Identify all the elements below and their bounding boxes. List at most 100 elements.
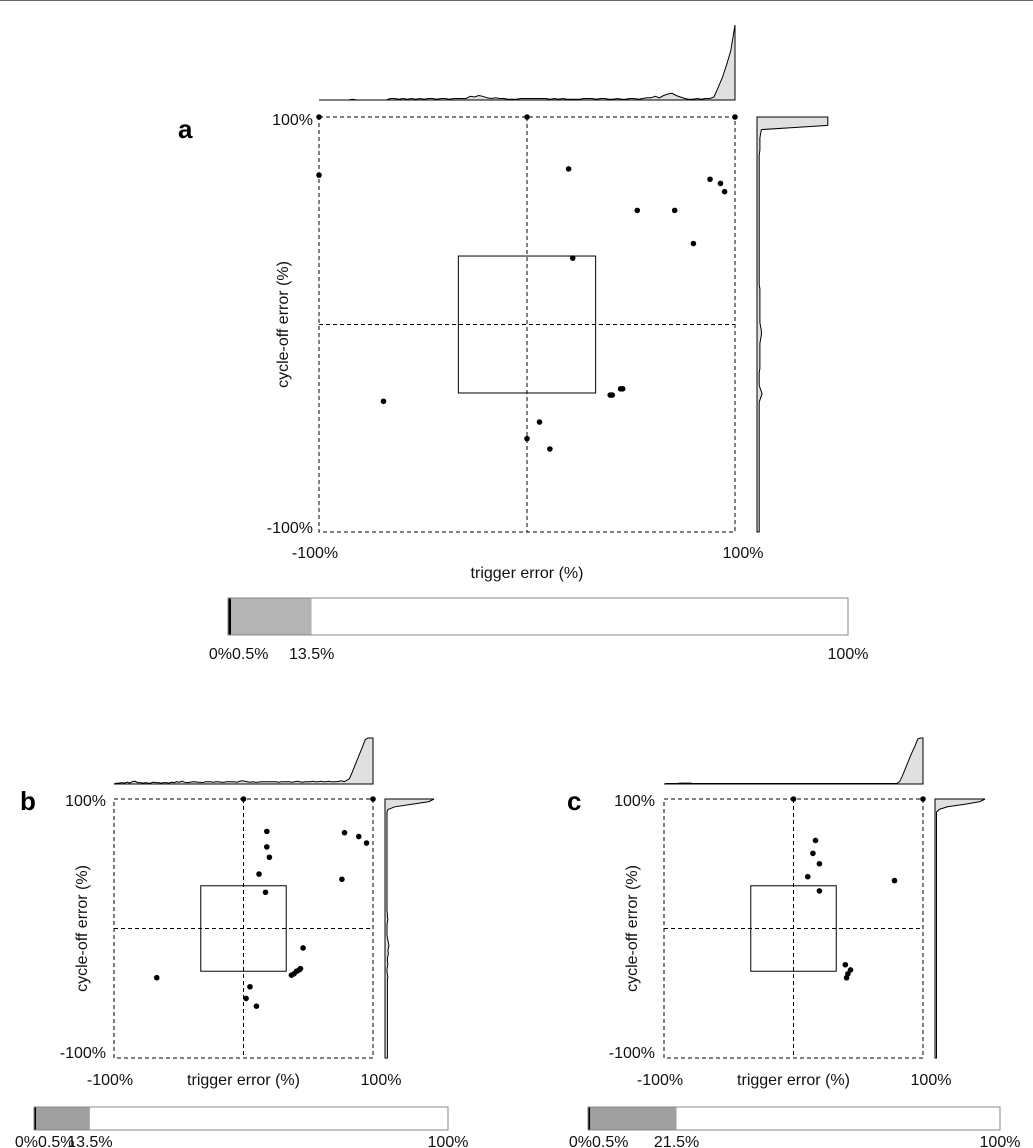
data-point — [355, 833, 362, 840]
data-point — [634, 207, 641, 214]
x-tick-label-right: 100% — [361, 1072, 402, 1089]
data-point — [243, 995, 249, 1002]
data-point — [266, 854, 273, 861]
data-point — [790, 796, 797, 802]
summary-bar-outline — [587, 1106, 1001, 1131]
data-point — [619, 386, 626, 392]
summary-bar-tick-label: 13.5% — [67, 1134, 112, 1148]
y-tick-label-top: 100% — [65, 793, 106, 810]
summary-bar-tick-label: 21.5% — [654, 1134, 699, 1148]
summary-bar-outline — [33, 1106, 449, 1131]
x-tick-label-left: -100% — [292, 545, 338, 562]
panel-letter: b — [20, 786, 36, 816]
data-point — [153, 974, 160, 981]
data-point — [707, 176, 713, 183]
data-point — [264, 844, 270, 850]
summary-bar-tick-label: 0% — [569, 1134, 592, 1148]
summary-bar-tick-label: 0% — [209, 646, 232, 663]
data-point — [547, 446, 553, 452]
summary-bar-segment — [590, 1107, 677, 1130]
data-point — [341, 829, 348, 836]
x-tick-label-right: 100% — [911, 1072, 952, 1089]
panel-a: a 100% -100% -100% 100% trigger error (%) cycl… — [178, 24, 869, 663]
summary-bar-segment — [36, 1107, 90, 1130]
summary-bar-tick-label: 100% — [828, 646, 869, 663]
y-axis-label: cycle-off error (%) — [74, 865, 91, 992]
y-axis-label: cycle-off error (%) — [275, 261, 292, 388]
data-point — [300, 945, 306, 951]
data-point — [690, 240, 697, 247]
summary-bar-tick-label: 0.5% — [232, 646, 268, 663]
summary-bar-tick-label: 0.5% — [592, 1134, 628, 1148]
summary-bar-segment — [588, 1107, 591, 1130]
data-point — [264, 828, 270, 835]
data-point — [565, 166, 572, 172]
data-point — [810, 850, 816, 857]
summary-bar-tick-label: 100% — [428, 1134, 469, 1148]
y-tick-label-top: 100% — [272, 112, 313, 129]
right-marginal-density — [756, 116, 829, 533]
summary-bar-segment — [228, 598, 232, 635]
right-marginal-density — [934, 798, 986, 1059]
data-point — [816, 860, 823, 867]
data-point — [363, 840, 370, 846]
summary-bar-outline — [227, 597, 849, 636]
data-point — [253, 1003, 260, 1009]
data-point — [262, 889, 269, 896]
tolerance-box — [457, 255, 597, 394]
y-tick-label-bottom: -100% — [60, 1045, 106, 1062]
data-point — [609, 392, 616, 398]
panel-letter: c — [567, 786, 581, 816]
tolerance-box — [200, 885, 287, 972]
data-point — [812, 837, 819, 844]
data-point — [536, 419, 543, 425]
x-axis-label: trigger error (%) — [471, 565, 584, 582]
summary-bar-tick-label: 13.5% — [289, 646, 334, 663]
panel-c: c 100% -100% -100% 100% trigger error (%) cycl… — [567, 737, 1021, 1148]
summary-bar-tick-label: 0.5% — [38, 1134, 74, 1148]
data-point — [842, 961, 849, 968]
panel-b: b 100% -100% -100% 100% trigger error (%) cycl… — [15, 737, 469, 1148]
y-tick-label-top: 100% — [614, 793, 655, 810]
x-tick-label-left: -100% — [637, 1072, 683, 1089]
summary-bar-tick-label: 100% — [980, 1134, 1021, 1148]
data-point — [247, 983, 253, 990]
data-point — [316, 172, 322, 178]
data-point — [288, 972, 295, 978]
x-axis-label: trigger error (%) — [737, 1072, 850, 1089]
data-point — [524, 435, 530, 442]
panel-letter: a — [178, 114, 193, 144]
data-point — [804, 873, 811, 880]
data-point — [721, 188, 728, 195]
top-rule — [0, 0, 1033, 1]
data-point — [891, 877, 898, 884]
top-marginal-density — [663, 737, 924, 785]
data-point — [671, 207, 678, 214]
data-point — [240, 796, 247, 802]
data-point — [316, 114, 322, 120]
y-tick-label-bottom: -100% — [609, 1045, 655, 1062]
data-point — [256, 871, 262, 877]
data-point — [920, 796, 926, 802]
data-point — [816, 888, 823, 894]
y-tick-label-bottom: -100% — [267, 520, 313, 537]
summary-bar-segment — [89, 1107, 448, 1130]
y-axis-label: cycle-off error (%) — [624, 865, 641, 992]
summary-bar-segment — [311, 598, 848, 635]
x-tick-label-left: -100% — [87, 1072, 133, 1089]
top-marginal-density — [113, 737, 374, 785]
top-marginal-density — [319, 24, 736, 101]
x-tick-label-right: 100% — [723, 545, 764, 562]
summary-bar-segment — [231, 598, 312, 635]
summary-bar-tick-label: 0% — [15, 1134, 38, 1148]
data-point — [339, 876, 345, 883]
right-marginal-density — [384, 798, 435, 1059]
data-point — [569, 255, 576, 261]
summary-bar-segment — [676, 1107, 1000, 1130]
data-point — [370, 796, 376, 802]
x-axis-label: trigger error (%) — [187, 1072, 300, 1089]
data-point — [732, 114, 738, 120]
tolerance-box — [750, 885, 837, 972]
summary-bar-segment — [34, 1107, 37, 1130]
